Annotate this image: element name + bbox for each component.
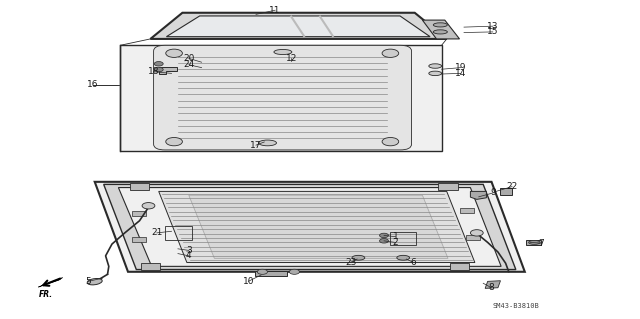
Text: 10: 10: [243, 277, 254, 286]
Circle shape: [289, 269, 300, 274]
Text: 24: 24: [183, 60, 195, 69]
Circle shape: [154, 67, 163, 72]
Text: 9: 9: [490, 189, 495, 197]
Bar: [132, 237, 146, 242]
Polygon shape: [189, 195, 448, 258]
Text: 20: 20: [183, 54, 195, 63]
Ellipse shape: [433, 30, 447, 34]
Text: 13: 13: [487, 22, 499, 31]
Text: 12: 12: [285, 54, 297, 63]
Text: SM43-B3810B: SM43-B3810B: [493, 303, 540, 309]
Polygon shape: [255, 271, 287, 276]
Bar: [466, 235, 480, 240]
Polygon shape: [470, 191, 486, 199]
Polygon shape: [422, 20, 460, 39]
Text: 18: 18: [148, 67, 159, 76]
Polygon shape: [150, 13, 447, 39]
Text: 17: 17: [250, 141, 262, 150]
Ellipse shape: [433, 23, 447, 27]
Text: 4: 4: [186, 251, 191, 260]
Circle shape: [142, 203, 155, 209]
Text: 19: 19: [455, 63, 467, 72]
Bar: [450, 263, 469, 270]
Text: 3: 3: [186, 246, 191, 255]
Text: 8: 8: [489, 283, 494, 292]
Text: 14: 14: [455, 69, 467, 78]
Polygon shape: [485, 281, 500, 288]
Polygon shape: [159, 191, 475, 263]
Polygon shape: [166, 16, 430, 37]
Ellipse shape: [429, 71, 442, 76]
Text: 7: 7: [538, 239, 543, 248]
Circle shape: [380, 239, 388, 243]
Text: 15: 15: [487, 27, 499, 36]
Bar: [460, 208, 474, 213]
Ellipse shape: [87, 278, 102, 285]
Bar: [165, 226, 192, 240]
Polygon shape: [159, 67, 177, 74]
Circle shape: [380, 233, 388, 238]
Text: 2: 2: [393, 238, 398, 247]
Text: 22: 22: [506, 182, 518, 191]
Polygon shape: [500, 188, 512, 195]
Ellipse shape: [352, 255, 365, 260]
FancyBboxPatch shape: [154, 45, 412, 150]
Text: 6: 6: [410, 258, 415, 267]
Ellipse shape: [274, 49, 292, 55]
Text: 1: 1: [393, 232, 398, 241]
Ellipse shape: [397, 255, 410, 260]
Polygon shape: [118, 188, 501, 266]
Text: 21: 21: [151, 228, 163, 237]
Polygon shape: [38, 278, 63, 287]
Polygon shape: [526, 240, 541, 245]
Text: 5: 5: [86, 277, 91, 286]
Circle shape: [382, 137, 399, 146]
Circle shape: [257, 269, 268, 274]
Bar: [132, 211, 146, 216]
Text: FR.: FR.: [39, 290, 53, 299]
Bar: [141, 263, 160, 270]
Ellipse shape: [429, 64, 442, 68]
Ellipse shape: [259, 140, 276, 146]
Polygon shape: [104, 184, 516, 270]
Circle shape: [166, 137, 182, 146]
Text: 11: 11: [269, 6, 281, 15]
Text: 16: 16: [87, 80, 99, 89]
Polygon shape: [95, 182, 525, 272]
Bar: [438, 183, 458, 190]
Circle shape: [166, 49, 182, 57]
Polygon shape: [120, 45, 442, 151]
Bar: [130, 183, 149, 190]
Ellipse shape: [529, 241, 540, 244]
Circle shape: [154, 62, 163, 66]
Circle shape: [382, 49, 399, 57]
Bar: [390, 232, 416, 245]
Text: 23: 23: [345, 258, 356, 267]
Circle shape: [470, 230, 483, 236]
